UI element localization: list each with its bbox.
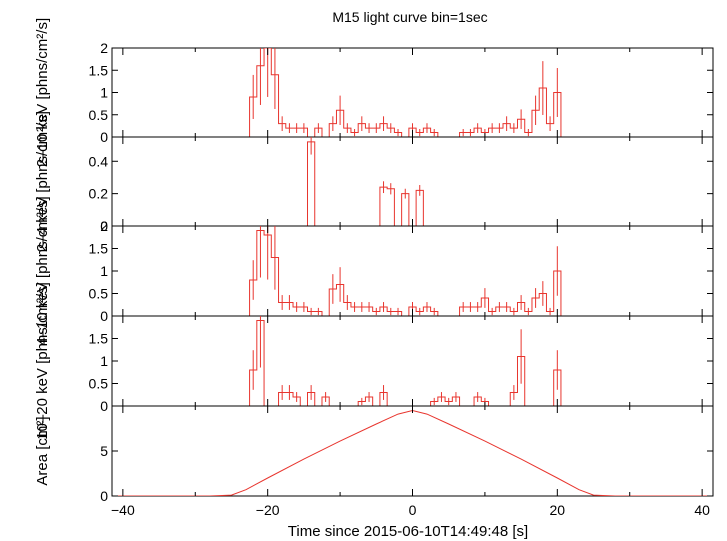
y-axis-title: 10–20 keV [phns/cm²/s] bbox=[34, 282, 51, 440]
effective-area-curve bbox=[112, 409, 713, 496]
panel-data bbox=[112, 48, 713, 137]
panel-frame bbox=[111, 315, 714, 407]
panel-data bbox=[112, 226, 713, 316]
y-tick-label: 0 bbox=[100, 398, 108, 414]
y-tick-label: 1.5 bbox=[89, 62, 109, 78]
panel-2-4-kev: 0 0.2 0.4 2–4 keV [phns/cm²/s] bbox=[34, 111, 714, 252]
light-curve-steps bbox=[249, 320, 569, 406]
y-tick-label: 0 bbox=[100, 488, 108, 504]
x-tick-label: −20 bbox=[256, 502, 280, 518]
y-tick-label: 0 bbox=[100, 308, 108, 324]
panel-frame bbox=[111, 405, 714, 497]
panels-group: 0 0.5 1 1.5 2 2–10 keV [phns/cm²/s] 0 0.2 0.4 2–4… bbox=[34, 18, 714, 518]
light-curve-steps bbox=[249, 230, 569, 316]
light-curve-steps bbox=[249, 141, 569, 226]
panel-data bbox=[112, 316, 713, 406]
y-tick-label: 1 bbox=[100, 263, 108, 279]
panel-4-10-kev: 0 0.5 1 1.5 2 4–10 keV [phns/cm²/s] bbox=[34, 196, 714, 346]
y-tick-label: 1.5 bbox=[89, 331, 109, 347]
x-axis-title: Time since 2015-06-10T14:49:48 [s] bbox=[288, 523, 528, 540]
y-tick-label: 0.5 bbox=[89, 376, 109, 392]
panel-data bbox=[112, 137, 713, 226]
panel-frame bbox=[111, 136, 714, 227]
y-axis-title: Area [cm²] bbox=[34, 416, 51, 485]
panel-10-20-kev: 0 0.5 1 1.5 10–20 keV [phns/cm²/s] bbox=[34, 282, 714, 440]
y-tick-label: 2 bbox=[100, 218, 108, 234]
y-axis-title: 2–10 keV [phns/cm²/s] bbox=[34, 18, 51, 167]
panel-2-10-kev: 0 0.5 1 1.5 2 2–10 keV [phns/cm²/s] bbox=[34, 18, 714, 167]
y-tick-label: 2 bbox=[100, 40, 108, 56]
y-tick-label: 1 bbox=[100, 353, 108, 369]
panel-area: 0 5 Area [cm²] −40 −20 0 20 40 bbox=[34, 405, 714, 518]
y-tick-label: 1 bbox=[100, 85, 108, 101]
y-tick-label: 0 bbox=[100, 218, 108, 234]
y-axis-title: 4–10 keV [phns/cm²/s] bbox=[34, 196, 51, 345]
y-tick-label: 5 bbox=[100, 443, 108, 459]
x-tick-label: −40 bbox=[111, 502, 135, 518]
y-tick-label: 0.4 bbox=[89, 153, 109, 169]
y-tick-label: 0 bbox=[100, 129, 108, 145]
y-tick-label: 0.5 bbox=[89, 286, 109, 302]
y-axis-title: 2–4 keV [phns/cm²/s] bbox=[34, 111, 51, 252]
panel-data bbox=[112, 409, 713, 496]
y-tick-label: 1.5 bbox=[89, 241, 109, 257]
x-tick-label: 40 bbox=[694, 502, 710, 518]
x-tick-label: 0 bbox=[409, 502, 417, 518]
light-curve-steps bbox=[249, 48, 569, 137]
y-tick-label: 0.5 bbox=[89, 107, 109, 123]
y-tick-label: 0.2 bbox=[89, 186, 109, 202]
x-tick-label: 20 bbox=[550, 502, 566, 518]
chart-title: M15 light curve bin=1sec bbox=[332, 9, 487, 25]
